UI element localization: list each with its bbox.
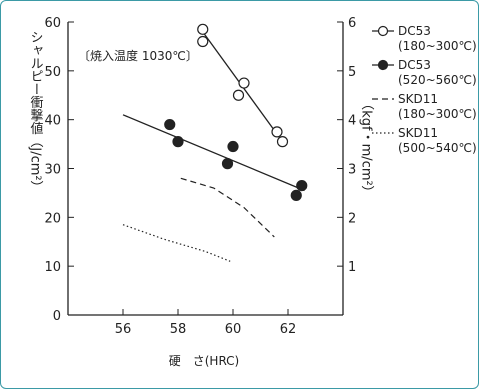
y-axis-left-label-text: シャルピー衝撃値（J/cm²） <box>28 30 44 193</box>
series-1-point <box>227 140 239 153</box>
series-1-point <box>296 179 308 192</box>
series-1-point <box>164 118 176 131</box>
series-0-point <box>271 126 283 138</box>
y-right-tick-label: 2 <box>348 211 356 226</box>
series-0-point <box>197 23 209 35</box>
legend-condition-3: (500~540℃) <box>398 141 477 155</box>
y-left-tick-label: 20 <box>44 211 61 226</box>
y-right-tick-label: 6 <box>348 16 356 31</box>
series-1-point <box>172 136 184 148</box>
y-axis-left-label: シャルピー衝撃値（J/cm²） <box>28 30 44 193</box>
legend-marker-1 <box>377 59 389 71</box>
axes <box>67 22 344 316</box>
series-3-curve <box>122 224 231 262</box>
plot-area <box>122 23 308 262</box>
series-0-point <box>197 35 209 48</box>
series-2-curve <box>180 177 275 238</box>
y-axis-right-label-text: （kgf・m/cm²） <box>359 97 375 198</box>
y-right-tick-label: 5 <box>348 65 356 80</box>
series-0-point <box>232 89 245 101</box>
x-tick-label: 62 <box>280 322 297 337</box>
x-tick-label: 60 <box>225 322 242 337</box>
y-left-tick-label: 0 <box>53 309 61 324</box>
y-right-tick-label: 1 <box>348 260 356 275</box>
series-1-fit-line <box>122 114 305 192</box>
legend-condition-0: (180~300℃) <box>398 39 477 53</box>
series-1-point <box>221 158 234 170</box>
x-axis-label: 硬 さ(HRC) <box>169 354 240 368</box>
y-right-tick-label: 3 <box>348 163 356 178</box>
x-tick-label: 56 <box>115 322 132 337</box>
legend-name-2: SKD11 <box>398 92 438 106</box>
y-left-tick-label: 60 <box>44 16 61 31</box>
y-left-tick-label: 50 <box>44 65 61 80</box>
legend-name-3: SKD11 <box>398 126 438 140</box>
legend-name-0: DC53 <box>398 24 431 38</box>
y-left-tick-label: 40 <box>44 114 61 129</box>
y-left-tick-label: 30 <box>44 163 61 178</box>
legend-marker-0 <box>377 25 389 37</box>
legend-condition-1: (520~560℃) <box>398 73 477 87</box>
legend-condition-2: (180~300℃) <box>398 107 477 121</box>
legend-name-1: DC53 <box>398 58 431 72</box>
legend: DC53(180~300℃)DC53(520~560℃)SKD11(180~30… <box>372 24 477 155</box>
series-0-point <box>276 136 289 148</box>
y-axis-right-label: （kgf・m/cm²） <box>359 97 375 198</box>
annotation: 〔焼入温度 1030℃〕 <box>78 48 198 63</box>
series-0-point <box>238 77 250 89</box>
y-right-tick-label: 4 <box>348 114 356 129</box>
series-1-point <box>290 189 302 201</box>
y-left-tick-label: 10 <box>44 260 61 275</box>
x-tick-label: 58 <box>170 322 187 337</box>
